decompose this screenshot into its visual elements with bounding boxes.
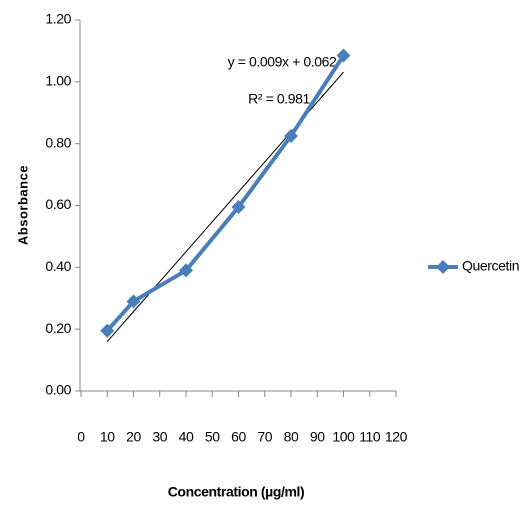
y-tick-label: 1.20 — [45, 11, 71, 27]
x-tick-label: 90 — [310, 429, 325, 445]
x-tick-label: 100 — [332, 429, 355, 445]
y-tick-label: 0.20 — [45, 320, 71, 336]
x-tick-label: 70 — [257, 429, 272, 445]
y-tick-label: 1.00 — [45, 73, 71, 89]
x-axis-label: Concentration (µg/ml) — [168, 484, 305, 500]
x-tick-label: 40 — [179, 429, 194, 445]
x-tick-label: 10 — [100, 429, 115, 445]
data-point — [100, 323, 115, 338]
y-tick-label: 0.60 — [45, 196, 71, 212]
x-tick-label: 30 — [152, 429, 167, 445]
y-tick-label: 0.00 — [45, 382, 71, 398]
x-tick-label: 80 — [284, 429, 299, 445]
legend-label: Quercetin — [462, 258, 519, 274]
data-point — [336, 48, 351, 63]
data-point — [179, 263, 193, 278]
r-squared: R² = 0.981 — [248, 91, 310, 107]
y-tick-label: 0.80 — [45, 134, 71, 150]
x-tick-label: 110 — [359, 429, 381, 445]
data-point — [231, 200, 246, 215]
y-axis-label: Absorbance — [15, 165, 30, 245]
y-tick-label: 0.40 — [45, 258, 71, 274]
data-point — [284, 128, 298, 143]
series-line — [105, 54, 346, 333]
x-tick-label: 120 — [385, 429, 408, 445]
legend-marker — [436, 260, 450, 274]
x-tick-label: 50 — [205, 429, 220, 445]
x-tick-label: 20 — [126, 429, 141, 445]
data-point — [126, 294, 141, 309]
equation: y = 0.009x + 0.062 — [228, 54, 337, 70]
x-tick-label: 0 — [77, 429, 85, 445]
x-tick-label: 60 — [231, 429, 246, 445]
